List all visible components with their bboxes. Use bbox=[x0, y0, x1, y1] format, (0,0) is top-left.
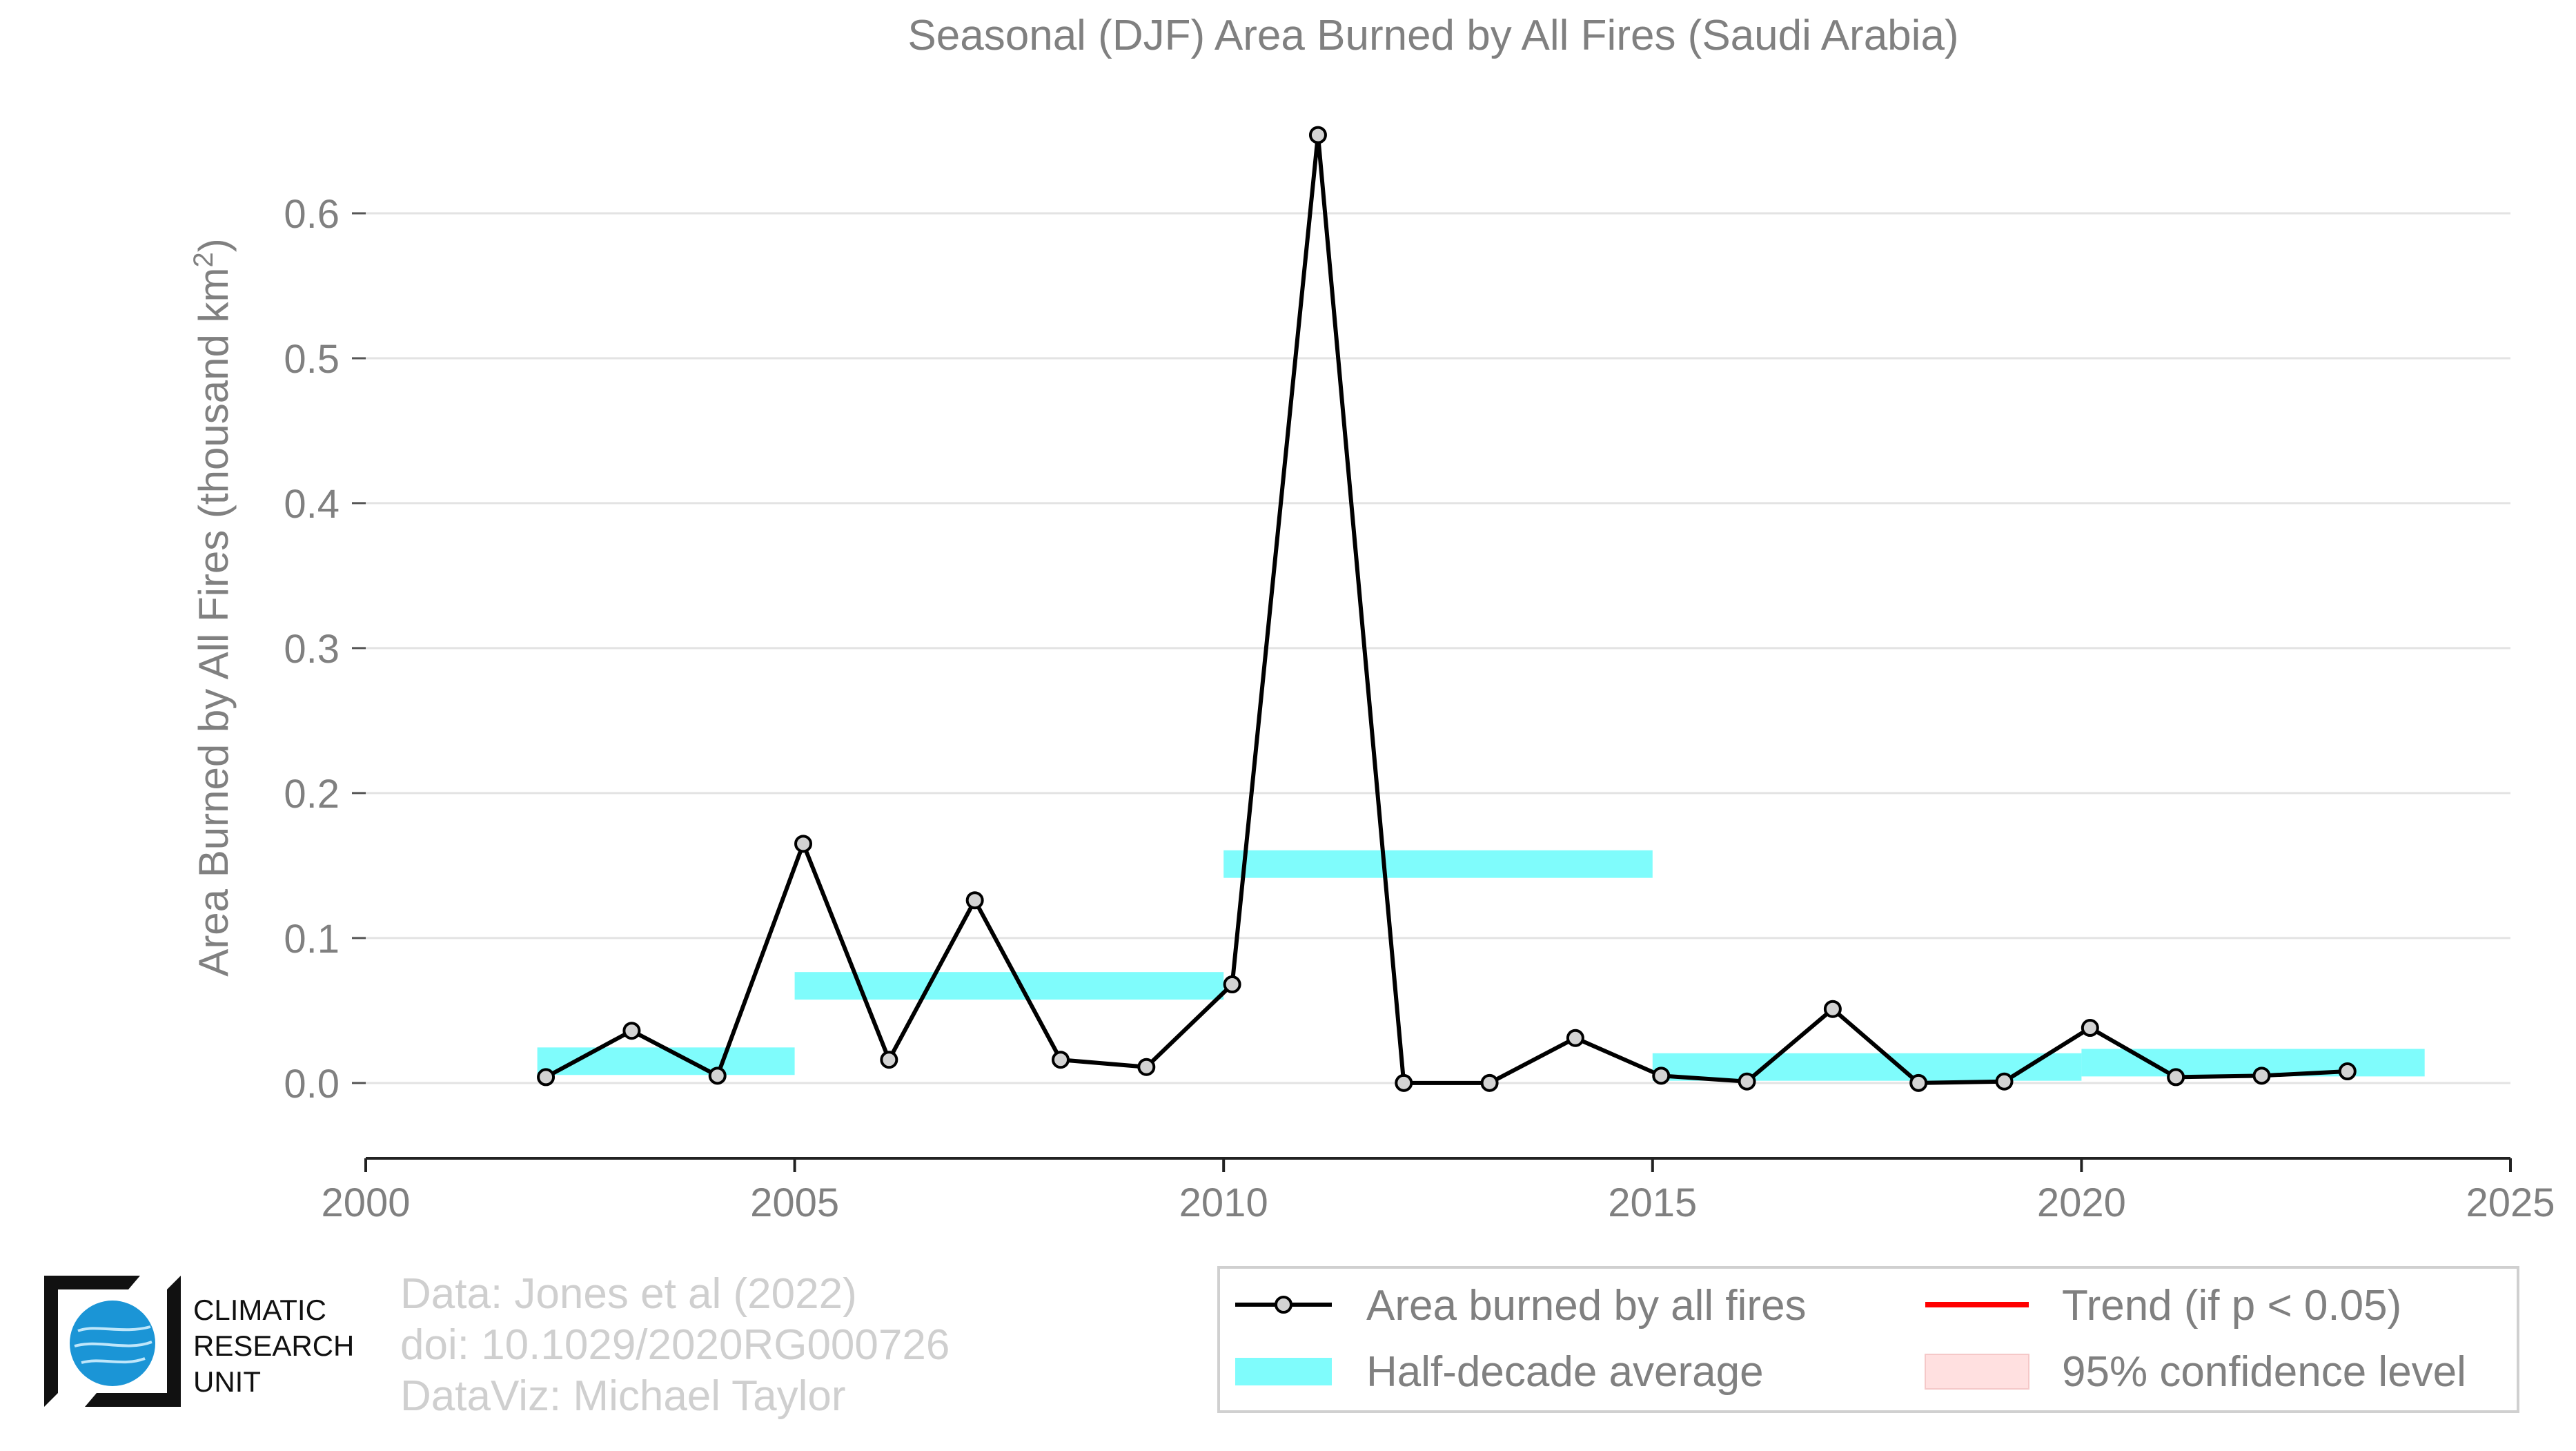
credit-dataviz: DataViz: Michael Taylor bbox=[400, 1372, 846, 1420]
legend-half-decade-label: Half-decade average bbox=[1366, 1348, 1764, 1396]
legend-half-decade-swatch bbox=[1235, 1358, 1332, 1385]
x-tick-label: 2010 bbox=[1179, 1180, 1268, 1225]
data-point bbox=[1308, 126, 1327, 144]
data-point bbox=[708, 1067, 727, 1085]
grid-lines bbox=[366, 212, 2510, 1084]
y-tick-label: 0.3 bbox=[284, 627, 340, 672]
globe-icon bbox=[70, 1301, 155, 1386]
data-point bbox=[794, 835, 813, 853]
cru-logo: CLIMATIC RESEARCH UNIT bbox=[40, 1269, 399, 1421]
legend-box bbox=[1217, 1266, 2519, 1413]
data-point bbox=[1738, 1072, 1756, 1091]
y-axis-label-text: Area Burned by All Fires (thousand km bbox=[190, 268, 237, 977]
data-point bbox=[537, 1068, 555, 1087]
data-point bbox=[1566, 1029, 1584, 1047]
legend-confidence-label: 95% confidence level bbox=[2062, 1348, 2466, 1396]
y-tick-label: 0.4 bbox=[284, 482, 340, 527]
area-burned-series bbox=[537, 126, 2357, 1092]
legend-trend-label: Trend (if p < 0.05) bbox=[2062, 1282, 2401, 1330]
data-point bbox=[2252, 1067, 2271, 1085]
logo-line-1: CLIMATIC bbox=[193, 1294, 326, 1326]
logo-line-2: RESEARCH bbox=[193, 1330, 355, 1362]
credits: Data: Jones et al (2022) doi: 10.1029/20… bbox=[400, 1269, 950, 1422]
half-decade-average-bars bbox=[537, 850, 2425, 1081]
half-decade-average-bar bbox=[794, 972, 1224, 1000]
y-axis-label: Area Burned by All Fires (thousand km2) bbox=[188, 238, 237, 976]
half-decade-average-bar bbox=[1652, 1053, 2082, 1081]
data-point bbox=[1051, 1051, 1070, 1069]
y-tick-label: 0.2 bbox=[284, 772, 340, 817]
half-decade-average-bar bbox=[1223, 850, 1653, 878]
x-tick-label: 2000 bbox=[321, 1180, 410, 1225]
data-point bbox=[1823, 1000, 1842, 1018]
y-axis-label-superscript: 2 bbox=[188, 252, 219, 267]
y-axis-ticks: 0.0 0.1 0.2 0.3 0.4 0.5 0.6 bbox=[284, 192, 366, 1107]
y-tick-label: 0.1 bbox=[284, 917, 340, 962]
legend-item-confidence: 95% confidence level bbox=[1925, 1348, 2466, 1396]
data-point bbox=[965, 891, 984, 910]
x-tick-label: 2005 bbox=[750, 1180, 839, 1225]
data-point bbox=[880, 1051, 898, 1069]
cru-logo-mark bbox=[44, 1276, 181, 1407]
y-tick-label: 0.0 bbox=[284, 1062, 340, 1107]
credit-data-source: Data: Jones et al (2022) bbox=[400, 1270, 857, 1318]
data-point bbox=[1137, 1058, 1156, 1076]
legend-series-label: Area burned by all fires bbox=[1366, 1282, 1807, 1330]
x-tick-label: 2025 bbox=[2466, 1180, 2555, 1225]
y-tick-label: 0.5 bbox=[284, 337, 340, 382]
data-point bbox=[1480, 1073, 1499, 1092]
x-tick-label: 2020 bbox=[2037, 1180, 2126, 1225]
chart-title: Seasonal (DJF) Area Burned by All Fires … bbox=[907, 12, 1958, 59]
legend-item-half-decade: Half-decade average bbox=[1235, 1348, 1764, 1396]
legend-item-series: Area burned by all fires bbox=[1235, 1282, 1807, 1330]
data-point bbox=[1909, 1073, 1928, 1092]
cru-logo-text: CLIMATIC RESEARCH UNIT bbox=[193, 1292, 354, 1400]
series-line bbox=[544, 133, 2348, 1085]
legend: Area burned by all fires Trend (if p < 0… bbox=[1217, 1266, 2519, 1413]
data-point bbox=[1652, 1067, 1671, 1085]
y-axis-label-close: ) bbox=[190, 238, 237, 252]
data-point bbox=[622, 1022, 641, 1040]
data-point bbox=[2167, 1068, 2185, 1087]
legend-series-marker bbox=[1275, 1296, 1292, 1314]
legend-confidence-swatch bbox=[1925, 1354, 2029, 1390]
data-point bbox=[1395, 1073, 1413, 1092]
x-tick-label: 2015 bbox=[1608, 1180, 1697, 1225]
data-point bbox=[2338, 1062, 2357, 1081]
x-axis: 2000 2005 2010 2015 2020 2025 bbox=[321, 1157, 2555, 1225]
legend-item-trend: Trend (if p < 0.05) bbox=[1925, 1282, 2401, 1330]
half-decade-average-bar bbox=[537, 1047, 795, 1075]
y-tick-label: 0.6 bbox=[284, 192, 340, 237]
logo-line-3: UNIT bbox=[193, 1365, 261, 1398]
data-point bbox=[2081, 1019, 2099, 1038]
data-point bbox=[1223, 975, 1241, 994]
data-point bbox=[1995, 1072, 2014, 1091]
credit-doi: doi: 10.1029/2020RG000726 bbox=[400, 1321, 950, 1369]
